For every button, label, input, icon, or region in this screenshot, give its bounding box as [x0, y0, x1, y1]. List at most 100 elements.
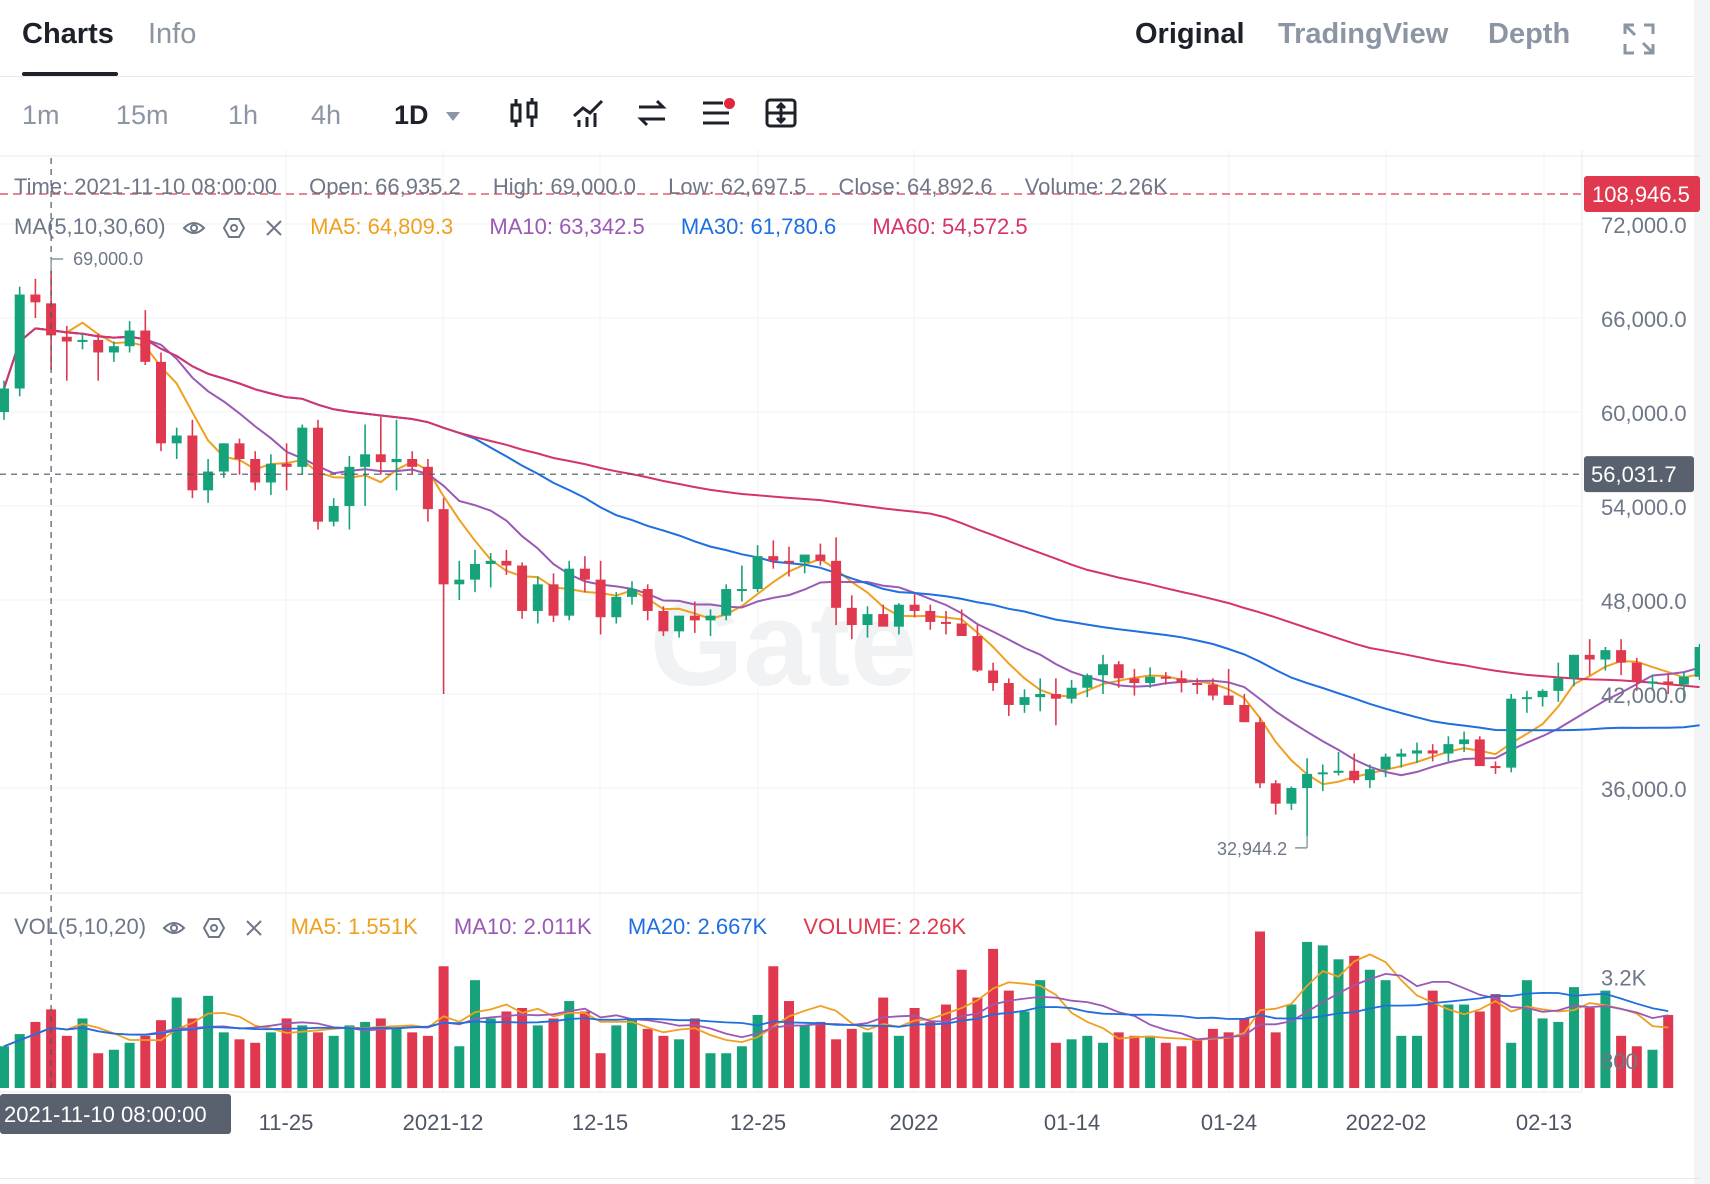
volume-bar — [1584, 1008, 1595, 1088]
indicators-icon[interactable] — [571, 96, 605, 130]
tab-charts[interactable]: Charts — [22, 18, 114, 50]
volume-bar — [611, 1025, 622, 1088]
candle-body — [77, 339, 88, 342]
candle-body — [1412, 750, 1422, 754]
volume-ma-lines — [3, 953, 1669, 1048]
candle-body — [736, 589, 747, 592]
eye-icon[interactable] — [182, 217, 206, 239]
tab-info[interactable]: Info — [148, 18, 197, 50]
eye-icon[interactable] — [162, 917, 186, 939]
gear-icon[interactable] — [222, 217, 246, 239]
candle-body — [548, 584, 559, 616]
volume-bar — [1506, 1042, 1517, 1088]
volume-bar — [1286, 1004, 1297, 1088]
candle-body — [752, 556, 763, 590]
volume-bars — [0, 931, 1674, 1088]
ohlc-time: Time: 2021-11-10 08:00:00 — [14, 174, 277, 199]
candle-body — [1098, 664, 1108, 676]
candle-body — [1160, 676, 1171, 679]
candlestick-type-icon[interactable] — [507, 96, 541, 130]
ma60-line — [3, 327, 1700, 689]
candle-body — [108, 346, 119, 353]
interval-1d[interactable]: 1D — [394, 100, 429, 130]
view-tradingview[interactable]: TradingView — [1278, 18, 1449, 50]
candle-body — [1647, 681, 1658, 684]
swap-icon[interactable] — [635, 96, 669, 130]
candle-body — [344, 466, 355, 506]
volume-bar — [893, 1035, 904, 1088]
candle-body — [579, 568, 590, 580]
crosshair-time-label: 2021-11-10 08:00:00 — [4, 1102, 207, 1127]
candle-body — [1396, 753, 1407, 757]
screenshot-icon[interactable] — [764, 96, 798, 130]
volume-bar — [1270, 1032, 1281, 1088]
candle-body — [1443, 744, 1454, 754]
candle-body — [1270, 783, 1281, 804]
volume-bar — [1160, 1042, 1171, 1088]
interval-15m[interactable]: 15m — [116, 100, 169, 130]
candle-body — [1631, 662, 1642, 682]
candle-body — [218, 443, 229, 472]
candle-body — [1066, 687, 1077, 699]
candle-body — [925, 610, 936, 622]
volume-bar — [30, 1021, 41, 1088]
volume-bar — [234, 1039, 245, 1088]
candle-body — [721, 589, 732, 616]
candle-body — [532, 584, 543, 611]
candle-body — [658, 610, 669, 632]
interval-dropdown-icon[interactable] — [446, 112, 460, 121]
volume-bar — [579, 1011, 590, 1088]
interval-4h[interactable]: 4h — [311, 100, 342, 130]
close-icon[interactable] — [242, 917, 266, 939]
y-tick-label: 42,000.0 — [1601, 683, 1687, 708]
ohlc-low: Low: 62,697.5 — [668, 174, 807, 199]
volume-bar — [846, 1028, 857, 1088]
volume-bar — [77, 1018, 88, 1088]
candle-body — [30, 294, 41, 303]
volume-bar — [595, 1053, 606, 1088]
ohlc-volume: Volume: 2.26K — [1024, 174, 1168, 199]
last-price-label: 108,946.5 — [1592, 182, 1690, 207]
candle-body — [1380, 756, 1391, 770]
gear-icon[interactable] — [202, 917, 226, 939]
fullscreen-icon[interactable] — [1622, 22, 1656, 56]
volume-bar — [250, 1042, 261, 1088]
volume-bar — [1145, 1035, 1156, 1088]
candle-body — [1129, 678, 1140, 684]
volume-bar — [862, 1032, 873, 1088]
candle-body — [972, 636, 983, 671]
candle-body — [1035, 694, 1046, 698]
interval-1m[interactable]: 1m — [22, 100, 60, 130]
volume-bar — [1364, 969, 1375, 1088]
volume-bar — [564, 1001, 575, 1088]
candle-body — [265, 463, 276, 483]
settings-list-icon[interactable] — [699, 96, 733, 130]
y-tick-label: 60,000.0 — [1601, 401, 1687, 426]
crosshair-price-tag — [1584, 456, 1694, 493]
view-original[interactable]: Original — [1135, 18, 1245, 50]
candle-body — [831, 560, 842, 608]
interval-1h[interactable]: 1h — [228, 100, 259, 130]
ma5-line — [3, 321, 1700, 786]
volume-bar — [627, 1018, 637, 1088]
volume-bar — [297, 1025, 308, 1088]
candle-body — [674, 615, 685, 632]
view-depth[interactable]: Depth — [1488, 18, 1571, 50]
x-tick-label: 11-25 — [259, 1110, 314, 1135]
candles — [0, 271, 1700, 836]
candle-body — [1050, 694, 1061, 699]
candle-body — [1239, 704, 1250, 723]
candle-body — [1506, 698, 1517, 768]
candle-body — [61, 336, 72, 342]
close-icon[interactable] — [262, 217, 286, 239]
ma-legend-label: MA(5,10,30,60) — [14, 214, 166, 239]
crosshair-price-label: 56,031.7 — [1591, 462, 1677, 487]
ohlc-close: Close: 64,892.6 — [838, 174, 993, 199]
candle-body — [470, 563, 480, 580]
scrollbar-track[interactable] — [1694, 0, 1710, 1184]
candle-body — [1694, 647, 1700, 677]
header-tabs: Charts Info Original TradingView Depth — [0, 0, 1700, 77]
candle-body — [1302, 773, 1313, 788]
candle-body — [1663, 681, 1674, 685]
